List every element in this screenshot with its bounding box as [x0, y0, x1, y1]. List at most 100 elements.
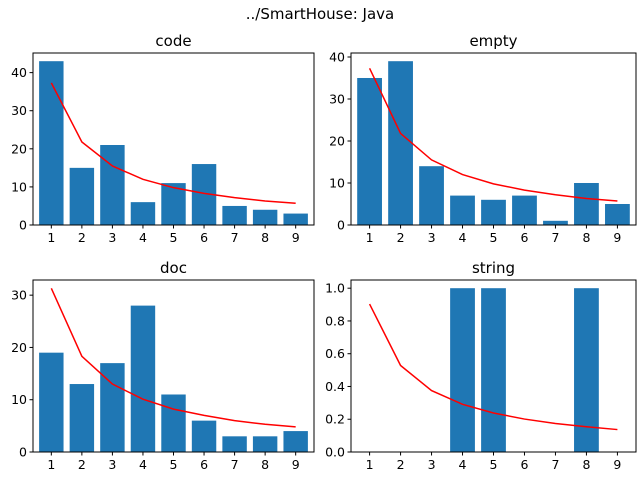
- bar-2: [69, 167, 95, 225]
- x-tick-label: 1: [47, 230, 55, 245]
- bar-2: [388, 61, 413, 225]
- x-tick-label: 9: [613, 230, 621, 245]
- x-tick-label: 8: [261, 230, 269, 245]
- bar-7: [222, 205, 247, 225]
- x-tick-label: 6: [521, 230, 529, 245]
- bar-7: [543, 220, 568, 225]
- bar-7: [222, 436, 247, 452]
- subplot-empty: empty 1 2 3 4 5 6 7 8 9 0 10 20 30 40: [329, 32, 637, 245]
- bar-5: [161, 183, 186, 225]
- x-tick-label: 9: [292, 230, 300, 245]
- x-tick-label: 7: [231, 230, 239, 245]
- x-tick-label: 9: [613, 457, 621, 472]
- bar-9: [283, 431, 308, 452]
- y-tick-label: 20: [11, 141, 27, 156]
- x-tick-label: 8: [582, 230, 590, 245]
- figure-suptitle: ../SmartHouse: Java: [246, 5, 394, 23]
- bar-1: [357, 77, 382, 225]
- x-tick-label: 4: [459, 230, 467, 245]
- bar-4: [450, 195, 475, 225]
- bar-3: [100, 145, 125, 225]
- y-tick-label: 10: [11, 179, 27, 194]
- bar-8: [252, 436, 278, 452]
- y-tick-label: 0.6: [325, 346, 345, 361]
- x-tick-label: 5: [490, 457, 498, 472]
- bar-3: [419, 166, 444, 225]
- x-tick-label: 3: [108, 230, 116, 245]
- subplot-doc: doc 1 2 3 4 5 6 7 8 9 0 10 20 30: [11, 259, 315, 472]
- y-tick-label: 20: [11, 340, 27, 355]
- x-tick-label: 7: [231, 457, 239, 472]
- bar-2: [69, 384, 95, 452]
- subplot-string: string 1 2 3 4 5 6 7 8 9 0.0 0.2 0.4 0.6 0.8 1.0: [325, 259, 637, 472]
- bar-9: [283, 213, 308, 225]
- x-tick-label: 4: [139, 457, 147, 472]
- x-tick-label: 3: [428, 230, 436, 245]
- bar-6: [512, 195, 537, 225]
- bar-4: [130, 305, 156, 452]
- series-line: [368, 303, 618, 431]
- y-tick-label: 10: [11, 392, 27, 407]
- y-tick-label: 40: [329, 49, 345, 64]
- bar-3: [100, 363, 125, 452]
- x-tick-label: 4: [139, 230, 147, 245]
- bar-8: [574, 288, 599, 452]
- x-tick-label: 2: [78, 457, 86, 472]
- x-tick-label: 9: [292, 457, 300, 472]
- bar-5: [161, 394, 186, 452]
- bar-8: [574, 182, 599, 225]
- x-tick-label: 5: [170, 457, 178, 472]
- bar-5: [481, 288, 506, 452]
- y-tick-label: 40: [11, 65, 27, 80]
- bar-4: [130, 202, 156, 225]
- y-tick-label: 1.0: [325, 281, 345, 296]
- y-tick-label: 0: [19, 445, 27, 460]
- x-tick-label: 1: [366, 457, 374, 472]
- x-tick-label: 2: [397, 457, 405, 472]
- y-tick-label: 0.4: [325, 379, 345, 394]
- y-tick-label: 10: [329, 175, 345, 190]
- subplot-title: doc: [160, 259, 187, 277]
- series-line: [368, 68, 618, 202]
- x-tick-label: 8: [582, 457, 590, 472]
- x-tick-label: 4: [459, 457, 467, 472]
- y-tick-label: 30: [11, 103, 27, 118]
- y-tick-label: 0: [19, 218, 27, 233]
- bar-9: [605, 203, 630, 225]
- subplot-title: empty: [469, 32, 517, 50]
- x-tick-label: 1: [47, 457, 55, 472]
- x-tick-label: 3: [428, 457, 436, 472]
- y-tick-label: 30: [329, 91, 345, 106]
- x-tick-label: 6: [200, 457, 208, 472]
- x-tick-label: 8: [261, 457, 269, 472]
- bar-6: [191, 420, 217, 452]
- bar-4: [450, 288, 475, 452]
- x-tick-label: 1: [366, 230, 374, 245]
- subplot-title: code: [155, 32, 191, 50]
- bar-1: [39, 61, 64, 225]
- y-tick-label: 20: [329, 133, 345, 148]
- x-tick-label: 6: [200, 230, 208, 245]
- y-tick-label: 0.8: [325, 313, 345, 328]
- x-tick-label: 6: [521, 457, 529, 472]
- y-tick-label: 0.2: [325, 412, 345, 427]
- x-tick-label: 5: [490, 230, 498, 245]
- bar-5: [481, 199, 506, 225]
- bar-1: [39, 352, 64, 452]
- series-line: [50, 82, 296, 205]
- y-tick-label: 30: [11, 288, 27, 303]
- series-line: [50, 288, 296, 428]
- x-tick-label: 3: [108, 457, 116, 472]
- subplot-code: code 1 2 3 4 5 6 7 8 9 0 10 20 30 40: [11, 32, 315, 245]
- x-tick-label: 7: [551, 230, 559, 245]
- x-tick-label: 5: [170, 230, 178, 245]
- y-tick-label: 0.0: [325, 445, 345, 460]
- x-tick-label: 2: [78, 230, 86, 245]
- bar-8: [252, 209, 278, 225]
- y-tick-label: 0: [337, 218, 345, 233]
- x-tick-label: 7: [551, 457, 559, 472]
- subplot-title: string: [472, 259, 515, 277]
- x-tick-label: 2: [397, 230, 405, 245]
